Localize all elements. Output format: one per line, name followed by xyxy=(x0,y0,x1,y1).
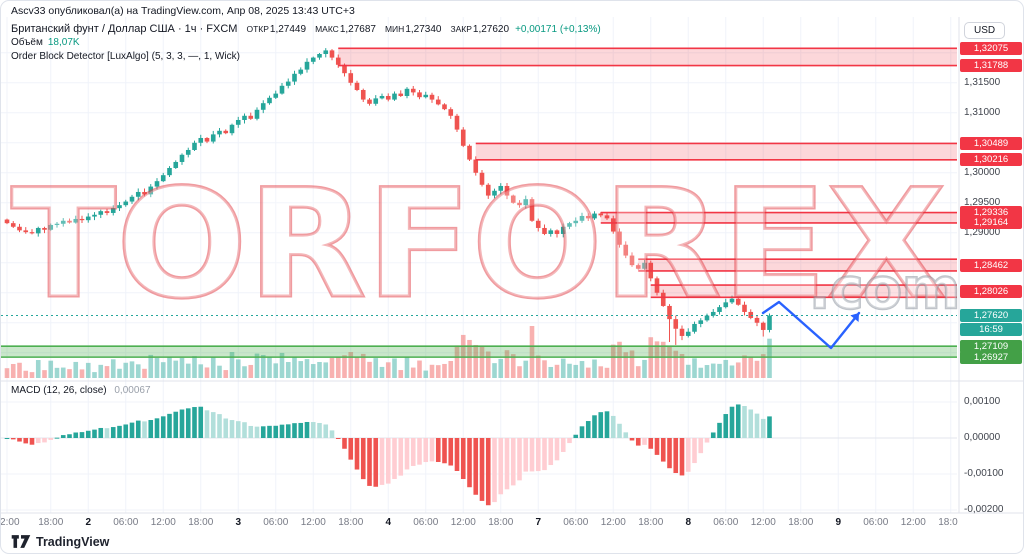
macd-value: 0,00067 xyxy=(114,385,151,396)
time-axis-label: 4 xyxy=(385,517,392,528)
watermark: TORFOREX .com xyxy=(10,157,962,334)
time-axis-label: 2 xyxy=(85,517,92,528)
symbol-title: Британский фунт / Доллар США · 1ч · FXCM xyxy=(11,23,238,35)
time-axis-label: 12:00 xyxy=(900,517,926,528)
volume-label: Объём xyxy=(11,37,43,48)
time-axis-label: 18:00 xyxy=(788,517,814,528)
indicator-row: Order Block Detector [LuxAlgo] (5, 3, 3,… xyxy=(11,51,601,65)
time-axis-label: 06:00 xyxy=(863,517,889,528)
grid-layer xyxy=(1,17,957,513)
time-axis-label: 18:00 xyxy=(938,517,958,528)
time-axis-label: 12:00 xyxy=(450,517,476,528)
high-value: 1,27687 xyxy=(339,24,376,35)
time-axis-label: 06:00 xyxy=(413,517,439,528)
macd-legend: MACD (12, 26, close) 0,00067 xyxy=(11,385,151,396)
volume-value: 18,07K xyxy=(47,37,80,48)
time-axis-label: 18:00 xyxy=(38,517,64,528)
open-label: ОТКР xyxy=(246,24,269,34)
time-axis-label: 12:00 xyxy=(600,517,626,528)
volume-row: Объём 18,07K xyxy=(11,37,601,51)
tradingview-logo[interactable]: TradingView xyxy=(11,534,109,549)
time-axis-label: 06:00 xyxy=(113,517,139,528)
macd-histogram-layer xyxy=(4,404,772,506)
time-axis-label: 7 xyxy=(535,517,542,528)
tradingview-wordmark: TradingView xyxy=(36,534,110,549)
macd-title: MACD (12, 26, close) xyxy=(11,385,107,396)
time-axis-label: 12:00 xyxy=(150,517,176,528)
time-axis-label: 18:00 xyxy=(188,517,214,528)
time-axis-label: 06:00 xyxy=(713,517,739,528)
tradingview-icon xyxy=(11,535,31,548)
chart-legend: Британский фунт / Доллар США · 1ч · FXCM… xyxy=(11,23,601,65)
time-axis-label: 12:00 xyxy=(750,517,776,528)
time-axis-label: 12:00 xyxy=(300,517,326,528)
time-axis-label: 12:00 xyxy=(1,517,20,528)
time-scale[interactable]: 12:00 18:00 2 06:00 12:00 18:00 3 06:00 12:00 18:… xyxy=(1,516,958,531)
low-value: 1,27340 xyxy=(405,24,442,35)
change-value: +0,00171 (+0,13%) xyxy=(515,24,601,35)
indicator-title: Order Block Detector [LuxAlgo] (5, 3, 3,… xyxy=(11,51,240,62)
high-label: МАКС xyxy=(315,24,339,34)
close-label: ЗАКР xyxy=(450,24,472,34)
time-axis-label: 18:00 xyxy=(638,517,664,528)
time-axis-label: 06:00 xyxy=(263,517,289,528)
time-axis-label: 9 xyxy=(835,517,842,528)
watermark-suffix: .com xyxy=(809,257,960,322)
close-value: 1,27620 xyxy=(472,24,510,35)
watermark-text: TORFOREX xyxy=(11,158,946,332)
open-value: 1,27449 xyxy=(269,24,307,35)
order-blocks-layer xyxy=(1,47,957,358)
pane-dividers xyxy=(1,17,1023,514)
symbol-row: Британский фунт / Доллар США · 1ч · FXCM… xyxy=(11,23,601,37)
volume-layer xyxy=(4,326,772,378)
low-label: МИН xyxy=(384,24,405,34)
time-axis-label: 06:00 xyxy=(563,517,589,528)
time-axis-label: 3 xyxy=(235,517,242,528)
time-axis-label: 18:00 xyxy=(338,517,364,528)
projection-arrow xyxy=(761,300,861,350)
time-axis-label: 8 xyxy=(685,517,692,528)
publish-line: Ascv33 опубликовал(а) на TradingView.com… xyxy=(11,5,355,17)
time-axis-label: 18:00 xyxy=(488,517,514,528)
currency-toggle-button[interactable]: USD xyxy=(964,22,1006,39)
